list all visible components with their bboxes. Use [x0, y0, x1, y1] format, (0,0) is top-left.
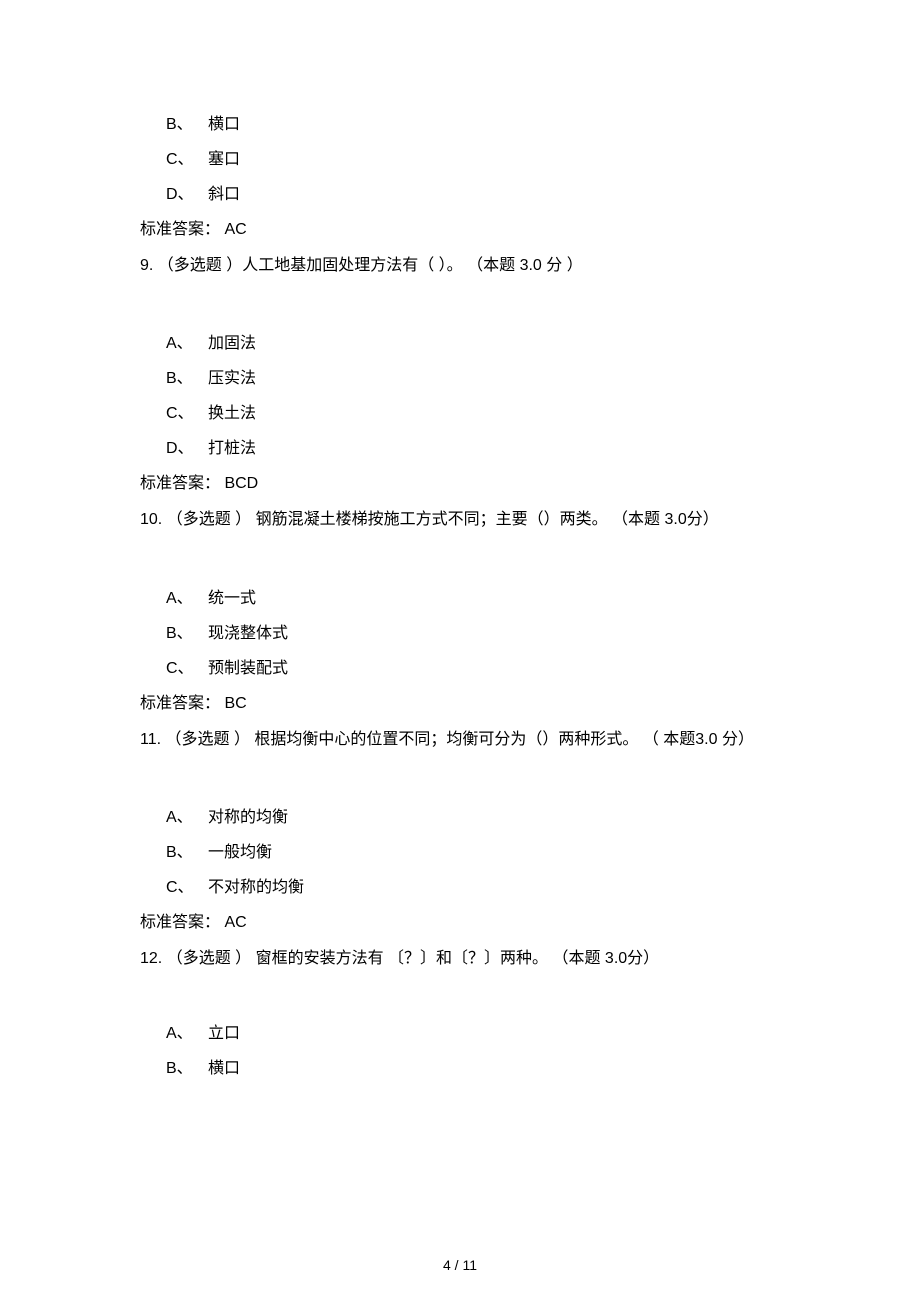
- option-row: B、 现浇整体式: [140, 619, 784, 643]
- option-letter: B、: [166, 1054, 208, 1078]
- question-stem: 11. （多选题 ） 根据均衡中心的位置不同；均衡可分为（）两种形式。 （ 本题…: [140, 727, 784, 753]
- option-text: 打桩法: [208, 434, 256, 458]
- option-text: 横口: [208, 110, 240, 134]
- option-text: 不对称的均衡: [208, 873, 304, 897]
- option-text: 立口: [208, 1019, 240, 1043]
- option-text: 统一式: [208, 584, 256, 608]
- option-text: 一般均衡: [208, 838, 272, 862]
- option-row: A、 立口: [140, 1019, 784, 1043]
- option-text: 横口: [208, 1054, 240, 1078]
- option-letter: A、: [166, 329, 208, 353]
- option-letter: D、: [166, 434, 208, 458]
- option-row: C、 预制装配式: [140, 654, 784, 678]
- option-letter: B、: [166, 110, 208, 134]
- question-stem: 12. （多选题 ） 窗框的安装方法有 〔？〕和〔？〕两种。 （本题 3.0分）: [140, 946, 784, 972]
- question-12: 12. （多选题 ） 窗框的安装方法有 〔？〕和〔？〕两种。 （本题 3.0分）…: [140, 946, 784, 1077]
- option-text: 塞口: [208, 145, 240, 169]
- option-row: C、 换土法: [140, 399, 784, 423]
- question-10: 10. （多选题 ） 钢筋混凝土楼梯按施工方式不同；主要（）两类。 （本题 3.…: [140, 507, 784, 712]
- option-text: 预制装配式: [208, 654, 288, 678]
- option-text: 加固法: [208, 329, 256, 353]
- option-row: A、 统一式: [140, 584, 784, 608]
- option-row: A、 对称的均衡: [140, 803, 784, 827]
- answer-label: 标准答案： BCD: [140, 469, 784, 493]
- option-text: 换土法: [208, 399, 256, 423]
- option-letter: A、: [166, 803, 208, 827]
- question-9: 9. （多选题 ）人工地基加固处理方法有（ ）。 （本题 3.0 分 ） A、 …: [140, 253, 784, 493]
- question-11: 11. （多选题 ） 根据均衡中心的位置不同；均衡可分为（）两种形式。 （ 本题…: [140, 727, 784, 932]
- option-row: B、 一般均衡: [140, 838, 784, 862]
- page-number: 4 / 11: [0, 1257, 920, 1273]
- option-row: B、 压实法: [140, 364, 784, 388]
- question-8-continued: B、 横口 C、 塞口 D、 斜口 标准答案： AC: [140, 110, 784, 239]
- answer-label: 标准答案： AC: [140, 215, 784, 239]
- option-letter: A、: [166, 1019, 208, 1043]
- option-row: B、 横口: [140, 1054, 784, 1078]
- option-letter: B、: [166, 838, 208, 862]
- option-letter: C、: [166, 873, 208, 897]
- option-letter: D、: [166, 180, 208, 204]
- option-letter: B、: [166, 619, 208, 643]
- option-row: B、 横口: [140, 110, 784, 134]
- option-letter: C、: [166, 145, 208, 169]
- answer-label: 标准答案： BC: [140, 689, 784, 713]
- answer-label: 标准答案： AC: [140, 908, 784, 932]
- option-letter: C、: [166, 399, 208, 423]
- option-text: 对称的均衡: [208, 803, 288, 827]
- option-row: D、 斜口: [140, 180, 784, 204]
- option-text: 现浇整体式: [208, 619, 288, 643]
- option-row: A、 加固法: [140, 329, 784, 353]
- option-row: C、 塞口: [140, 145, 784, 169]
- option-text: 斜口: [208, 180, 240, 204]
- option-letter: C、: [166, 654, 208, 678]
- question-stem: 9. （多选题 ）人工地基加固处理方法有（ ）。 （本题 3.0 分 ）: [140, 253, 784, 279]
- question-stem: 10. （多选题 ） 钢筋混凝土楼梯按施工方式不同；主要（）两类。 （本题 3.…: [140, 507, 784, 533]
- option-letter: B、: [166, 364, 208, 388]
- option-text: 压实法: [208, 364, 256, 388]
- option-row: C、 不对称的均衡: [140, 873, 784, 897]
- option-letter: A、: [166, 584, 208, 608]
- option-row: D、 打桩法: [140, 434, 784, 458]
